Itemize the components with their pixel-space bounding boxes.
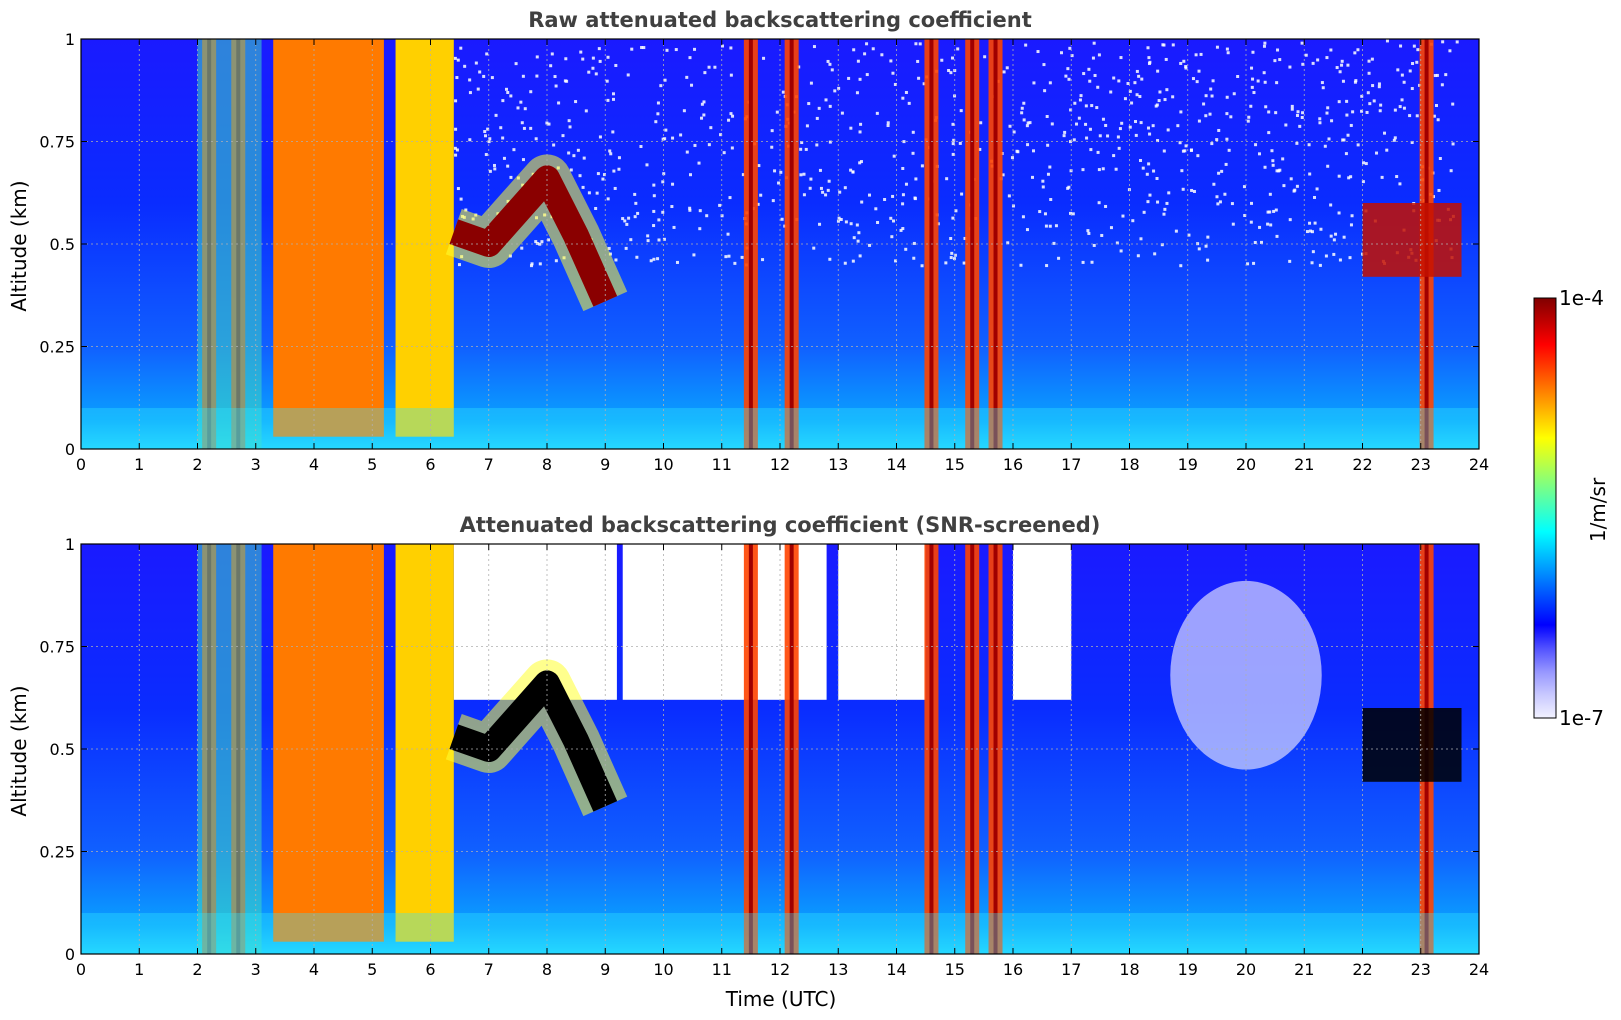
- heatmap-area: [81, 544, 1479, 954]
- x-axis-label: Time (UTC): [725, 987, 837, 1011]
- x-tick-label: 21: [1294, 960, 1314, 979]
- x-tick-label: 3: [251, 455, 261, 474]
- precip-core: [993, 544, 998, 954]
- x-tick-label: 0: [76, 960, 86, 979]
- colorbar-gradient: [1533, 297, 1557, 719]
- x-tick-label: 17: [1061, 455, 1081, 474]
- x-tick-label: 20: [1236, 960, 1256, 979]
- thick-cloud-column: [273, 39, 384, 437]
- x-tick-label: 24: [1469, 960, 1489, 979]
- y-tick-label: 0.25: [39, 843, 75, 862]
- x-tick-label: 24: [1469, 455, 1489, 474]
- precip-core: [748, 39, 753, 449]
- x-tick-label: 2: [192, 960, 202, 979]
- drizzle-band: [197, 544, 262, 954]
- x-tick-label: 2: [192, 455, 202, 474]
- x-tick-label: 9: [600, 960, 610, 979]
- drizzle-band: [197, 39, 262, 449]
- thick-cloud-column: [273, 544, 384, 942]
- x-tick-label: 4: [309, 960, 319, 979]
- y-tick-label: 0.75: [39, 133, 75, 152]
- x-tick-label: 3: [251, 960, 261, 979]
- x-tick-label: 16: [1003, 960, 1023, 979]
- x-tick-label: 15: [945, 455, 965, 474]
- x-tick-label: 21: [1294, 455, 1314, 474]
- panel-2-ylabel: Altitude (km): [7, 685, 31, 816]
- thick-cloud-column: [395, 39, 454, 437]
- x-tick-label: 4: [309, 455, 319, 474]
- colorbar: [1533, 297, 1557, 719]
- x-tick-label: 13: [828, 960, 848, 979]
- x-tick-label: 6: [425, 455, 435, 474]
- x-tick-label: 13: [828, 455, 848, 474]
- x-tick-label: 8: [542, 960, 552, 979]
- x-tick-label: 14: [886, 455, 906, 474]
- x-tick-label: 20: [1236, 455, 1256, 474]
- panel-2-title: Attenuated backscattering coefficient (S…: [460, 513, 1101, 537]
- x-tick-label: 6: [425, 960, 435, 979]
- precip-core: [993, 39, 998, 449]
- x-tick-label: 10: [653, 455, 673, 474]
- x-tick-label: 8: [542, 455, 552, 474]
- x-tick-label: 12: [770, 455, 790, 474]
- x-tick-label: 0: [76, 455, 86, 474]
- x-tick-label: 23: [1411, 455, 1431, 474]
- x-tick-label: 22: [1352, 960, 1372, 979]
- x-tick-label: 10: [653, 960, 673, 979]
- colorbar-unit-label: 1/m/sr: [1586, 477, 1610, 542]
- cloud-top-layer: [449, 165, 618, 307]
- x-tick-label: 15: [945, 960, 965, 979]
- y-tick-label: 0: [65, 440, 75, 459]
- x-tick-label: 5: [367, 455, 377, 474]
- x-tick-label: 11: [712, 455, 732, 474]
- y-tick-label: 0.75: [39, 638, 75, 657]
- x-tick-label: 7: [484, 960, 494, 979]
- colorbar-max-label: 1e-4: [1559, 286, 1604, 310]
- x-tick-label: 1: [134, 960, 144, 979]
- cloud-top-layer: [449, 670, 618, 812]
- x-tick-label: 18: [1119, 960, 1139, 979]
- panel-2-plot: 0 1 2 3 4 5 6 7 8 9 10 11 12 13 14 15 16 17 18 19 20 21 22 23 24…: [39, 535, 1489, 979]
- y-tick-label: 0.25: [39, 338, 75, 357]
- y-tick-label: 1: [65, 535, 75, 554]
- x-tick-label: 11: [712, 960, 732, 979]
- x-tick-label: 17: [1061, 960, 1081, 979]
- panel-1-title: Raw attenuated backscattering coefficien…: [528, 8, 1032, 32]
- precip-core: [748, 544, 753, 954]
- x-tick-label: 14: [886, 960, 906, 979]
- panel-1-plot: 0 1 2 3 4 5 6 7 8 9 10 11 12 13 14 15 16 17 18 19 20 21 22 23 24…: [39, 30, 1489, 474]
- x-tick-label: 19: [1178, 455, 1198, 474]
- x-tick-label: 16: [1003, 455, 1023, 474]
- heatmap-area: [81, 39, 1479, 449]
- x-tick-label: 9: [600, 455, 610, 474]
- screened-region: [1013, 544, 1072, 700]
- colorbar-min-label: 1e-7: [1559, 706, 1604, 730]
- late-cloud-layer: [1362, 203, 1462, 277]
- y-tick-label: 0.5: [50, 235, 75, 254]
- x-tick-label: 12: [770, 960, 790, 979]
- x-tick-label: 1: [134, 455, 144, 474]
- x-tick-label: 22: [1352, 455, 1372, 474]
- x-tick-label: 5: [367, 960, 377, 979]
- x-tick-label: 7: [484, 455, 494, 474]
- panel-1-ylabel: Altitude (km): [7, 180, 31, 311]
- y-tick-label: 1: [65, 30, 75, 49]
- x-tick-label: 19: [1178, 960, 1198, 979]
- late-cloud-layer: [1362, 708, 1462, 782]
- y-tick-label: 0.5: [50, 740, 75, 759]
- y-tick-label: 0: [65, 945, 75, 964]
- x-tick-label: 18: [1119, 455, 1139, 474]
- x-tick-label: 23: [1411, 960, 1431, 979]
- screened-region: [838, 544, 926, 700]
- thick-cloud-column: [395, 544, 454, 942]
